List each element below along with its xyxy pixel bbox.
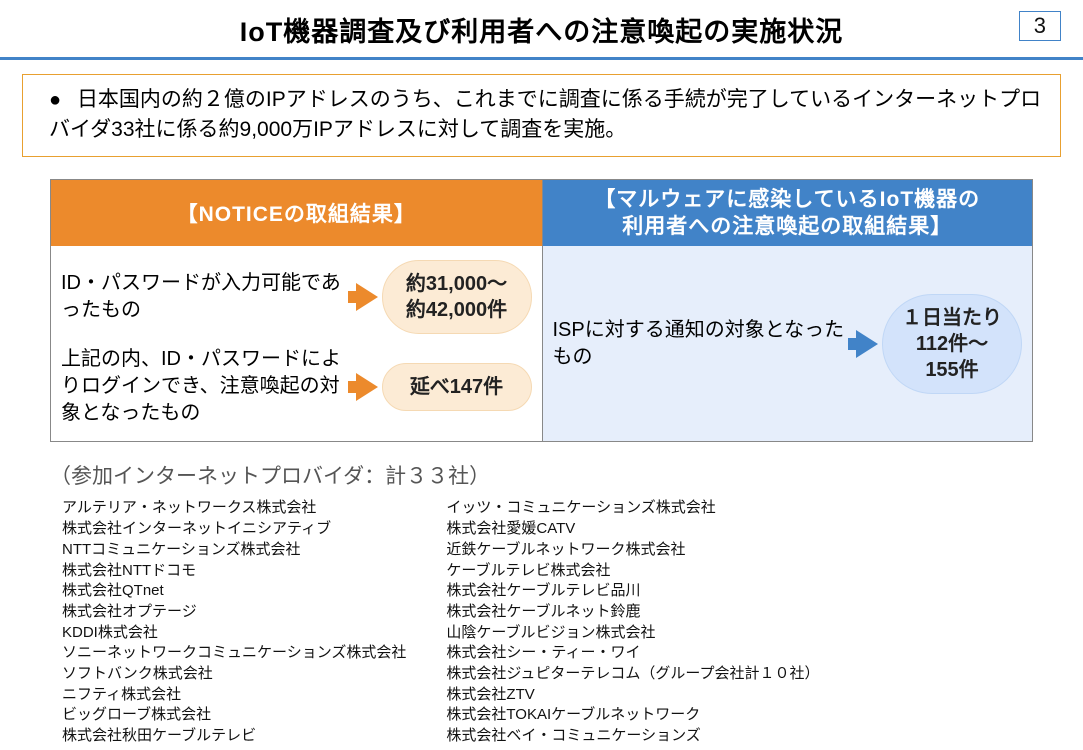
result-item-right-value: １日当たり 112件～ 155件 (882, 294, 1022, 394)
provider-item: 株式会社TOKAIケーブルネットワーク (446, 705, 819, 726)
provider-item: 株式会社ケーブルネット鈴鹿 (446, 602, 819, 623)
provider-item: ニフティ株式会社 (62, 685, 406, 706)
result-item-2-value: 延べ147件 (382, 363, 532, 411)
provider-item: ビッグローブ株式会社 (62, 705, 406, 726)
arrow-icon (356, 373, 378, 401)
header-notice: 【NOTICEの取組結果】 (51, 180, 542, 247)
provider-col-1: アルテリア・ネットワークス株式会社株式会社インターネットイニシアティブNTTコミ… (62, 498, 406, 746)
arrow-icon (856, 330, 878, 358)
provider-item: 株式会社愛媛CATV (446, 519, 819, 540)
provider-item: 株式会社オプテージ (62, 602, 406, 623)
arrow-icon (356, 283, 378, 311)
title-divider (0, 57, 1083, 60)
provider-item: 近鉄ケーブルネットワーク株式会社 (446, 540, 819, 561)
provider-item: 山陰ケーブルビジョン株式会社 (446, 623, 819, 644)
result-body-row: ID・パスワードが入力可能であったもの 約31,000～ 約42,000件 上記… (51, 246, 1032, 441)
provider-heading: （参加インターネットプロバイダ：計３３社） (50, 460, 1033, 490)
provider-item: NTTコミュニケーションズ株式会社 (62, 540, 406, 561)
summary-text: 日本国内の約２億のIPアドレスのうち、これまでに調査に係る手続が完了しているイン… (49, 88, 1041, 141)
provider-item: 株式会社ベイ・コミュニケーションズ (446, 726, 819, 747)
provider-item: 株式会社ジュピターテレコム（グループ会社計１０社） (446, 664, 819, 685)
provider-item: イッツ・コミュニケーションズ株式会社 (446, 498, 819, 519)
result-item-1: ID・パスワードが入力可能であったもの 約31,000～ 約42,000件 (61, 260, 532, 334)
page-title: IoT機器調査及び利用者への注意喚起の実施状況 (0, 0, 1083, 57)
provider-item: 株式会社シー・ティー・ワイ (446, 643, 819, 664)
provider-item: ケーブルテレビ株式会社 (446, 561, 819, 582)
result-item-1-value: 約31,000～ 約42,000件 (382, 260, 532, 334)
result-item-2-label: 上記の内、ID・パスワードによりログインでき、注意喚起の対象となったもの (61, 346, 352, 427)
result-table: 【NOTICEの取組結果】 【マルウェアに感染しているIoT機器の 利用者への注… (50, 179, 1033, 443)
body-notice: ID・パスワードが入力可能であったもの 約31,000～ 約42,000件 上記… (51, 246, 542, 441)
result-header-row: 【NOTICEの取組結果】 【マルウェアに感染しているIoT機器の 利用者への注… (51, 180, 1032, 247)
result-item-right: ISPに対する通知の対象となったもの １日当たり 112件～ 155件 (553, 294, 1023, 394)
provider-columns: アルテリア・ネットワークス株式会社株式会社インターネットイニシアティブNTTコミ… (62, 498, 1021, 746)
summary-box: ● 日本国内の約２億のIPアドレスのうち、これまでに調査に係る手続が完了している… (22, 74, 1061, 157)
provider-item: ソフトバンク株式会社 (62, 664, 406, 685)
provider-item: ソニーネットワークコミュニケーションズ株式会社 (62, 643, 406, 664)
provider-item: 株式会社NTTドコモ (62, 561, 406, 582)
result-item-2: 上記の内、ID・パスワードによりログインでき、注意喚起の対象となったもの 延べ1… (61, 346, 532, 427)
provider-item: 株式会社ケーブルテレビ品川 (446, 581, 819, 602)
provider-item: KDDI株式会社 (62, 623, 406, 644)
result-item-right-label: ISPに対する通知の対象となったもの (553, 317, 853, 371)
result-item-1-label: ID・パスワードが入力可能であったもの (61, 270, 352, 324)
provider-item: アルテリア・ネットワークス株式会社 (62, 498, 406, 519)
page-number-box: 3 (1019, 11, 1061, 41)
body-malware: ISPに対する通知の対象となったもの １日当たり 112件～ 155件 (542, 246, 1033, 441)
provider-item: 株式会社秋田ケーブルテレビ (62, 726, 406, 747)
provider-item: 株式会社QTnet (62, 581, 406, 602)
provider-item: 株式会社インターネットイニシアティブ (62, 519, 406, 540)
header-malware: 【マルウェアに感染しているIoT機器の 利用者への注意喚起の取組結果】 (542, 180, 1033, 247)
bullet-icon: ● (49, 89, 61, 111)
provider-item: 株式会社ZTV (446, 685, 819, 706)
provider-col-2: イッツ・コミュニケーションズ株式会社株式会社愛媛CATV近鉄ケーブルネットワーク… (446, 498, 819, 746)
